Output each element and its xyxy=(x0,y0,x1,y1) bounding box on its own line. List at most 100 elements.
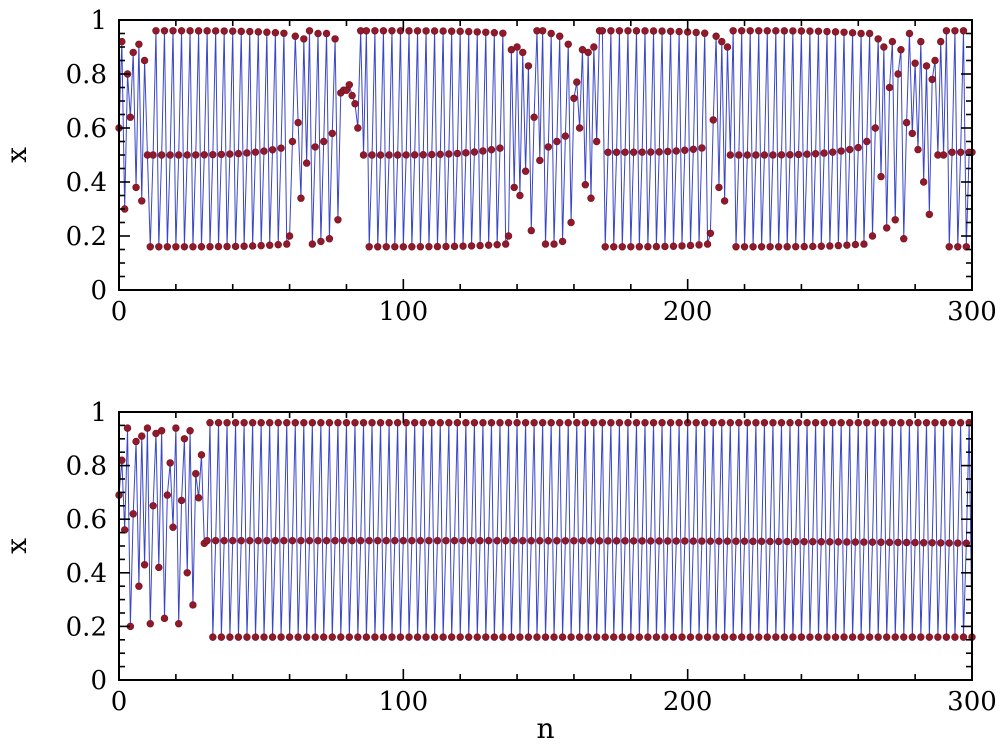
data-point xyxy=(718,37,726,46)
data-point xyxy=(345,81,354,89)
data-point xyxy=(169,27,177,35)
data-point xyxy=(857,633,865,641)
data-point xyxy=(601,633,609,641)
data-point xyxy=(268,633,277,641)
x-axis-label: n xyxy=(536,712,554,745)
data-point xyxy=(905,419,914,427)
data-point xyxy=(297,194,305,202)
data-point xyxy=(155,563,163,572)
data-point xyxy=(135,40,143,48)
data-point xyxy=(698,144,706,152)
data-point xyxy=(937,37,945,46)
data-point xyxy=(374,243,382,251)
data-point xyxy=(811,150,820,158)
data-point xyxy=(541,633,550,641)
data-point xyxy=(948,148,956,157)
data-point xyxy=(462,419,470,427)
data-point xyxy=(416,243,425,251)
data-point xyxy=(305,536,314,545)
data-point xyxy=(263,28,271,36)
data-point xyxy=(271,536,280,545)
data-point xyxy=(157,151,166,159)
data-point xyxy=(126,113,135,121)
data-point xyxy=(274,241,282,249)
data-point xyxy=(783,537,791,546)
data-point xyxy=(302,633,311,641)
data-point xyxy=(519,48,527,57)
data-point xyxy=(211,27,220,35)
data-point xyxy=(740,537,749,545)
data-point xyxy=(621,148,629,156)
data-point xyxy=(288,137,297,146)
data-point xyxy=(672,537,680,545)
y-tick-label: 0.6 xyxy=(66,114,107,144)
data-point xyxy=(496,419,504,427)
data-point xyxy=(834,241,843,250)
data-point xyxy=(900,633,908,641)
y-tick-label: 0.4 xyxy=(66,559,107,589)
data-point xyxy=(817,538,825,546)
data-point xyxy=(826,242,834,250)
data-point xyxy=(283,240,291,248)
data-point xyxy=(712,32,720,40)
y-tick-label: 0.6 xyxy=(66,505,107,535)
data-point xyxy=(524,62,533,70)
data-point xyxy=(922,419,931,427)
data-point xyxy=(237,27,245,36)
data-point xyxy=(419,151,427,159)
data-point xyxy=(681,146,689,154)
data-point xyxy=(308,419,317,427)
y-tick-label: 1 xyxy=(90,6,107,36)
data-point xyxy=(951,27,959,35)
data-point xyxy=(538,27,547,35)
data-point xyxy=(618,633,626,641)
data-point xyxy=(430,27,439,35)
data-point xyxy=(712,633,720,641)
data-point xyxy=(928,75,936,84)
data-point xyxy=(692,419,700,427)
data-point xyxy=(925,633,934,641)
data-point xyxy=(880,419,888,427)
data-point xyxy=(194,27,203,35)
data-point xyxy=(402,151,410,159)
data-point xyxy=(891,216,899,224)
data-point xyxy=(382,536,390,545)
data-point xyxy=(564,419,572,427)
data-point xyxy=(547,29,555,38)
data-point xyxy=(897,419,905,427)
data-point xyxy=(393,419,402,427)
data-point xyxy=(334,216,342,224)
data-point xyxy=(214,242,223,251)
data-point xyxy=(561,537,570,545)
data-point xyxy=(550,240,558,248)
data-point xyxy=(854,419,862,427)
data-point xyxy=(447,633,456,641)
data-point xyxy=(789,633,797,641)
data-point xyxy=(271,29,280,37)
data-point xyxy=(246,27,254,36)
data-point xyxy=(675,27,683,36)
data-point xyxy=(339,536,348,545)
data-point xyxy=(649,419,658,427)
data-point xyxy=(425,242,433,251)
data-point xyxy=(180,435,189,443)
x-tick-label: 300 xyxy=(947,687,997,717)
data-point xyxy=(598,419,607,427)
data-point xyxy=(476,241,484,250)
data-point xyxy=(268,146,277,154)
data-point xyxy=(789,27,797,35)
data-point xyxy=(675,419,683,427)
data-point xyxy=(627,633,635,641)
data-point xyxy=(499,633,507,641)
data-point xyxy=(720,633,729,641)
data-point xyxy=(300,35,308,43)
data-point xyxy=(885,83,894,92)
data-point xyxy=(530,419,538,427)
data-point xyxy=(854,143,862,152)
data-point xyxy=(831,633,840,641)
data-point xyxy=(797,633,806,641)
data-point xyxy=(900,235,908,243)
data-point xyxy=(280,536,288,545)
data-point xyxy=(817,242,825,250)
data-point xyxy=(470,419,479,427)
